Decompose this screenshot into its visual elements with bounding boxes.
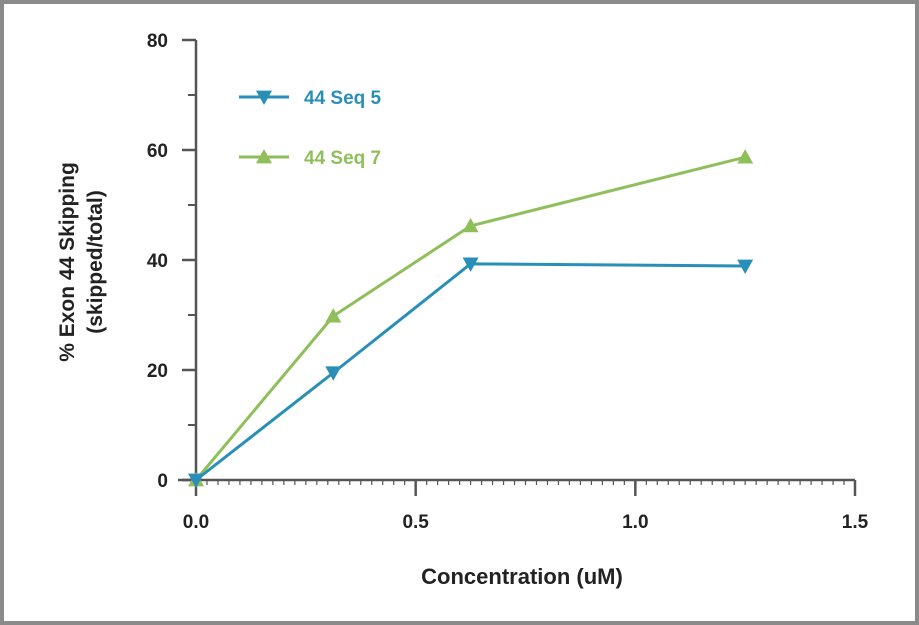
legend-label: 44 Seq 5 xyxy=(304,88,382,109)
x-tick-label: 0.5 xyxy=(402,512,429,533)
legend-label: 44 Seq 7 xyxy=(304,148,381,169)
x-axis-label: Concentration (uM) xyxy=(421,564,623,589)
x-tick-label: 1.0 xyxy=(622,512,648,533)
legend-marker xyxy=(256,149,272,164)
y-axis-label-line2: (skipped/total) xyxy=(84,190,107,334)
data-point xyxy=(462,257,479,272)
y-tick-label: 80 xyxy=(147,31,168,52)
legend-marker xyxy=(256,90,272,105)
data-point xyxy=(188,473,204,488)
x-tick-label: 1.5 xyxy=(842,512,869,533)
data-point xyxy=(325,308,342,323)
data-point xyxy=(462,217,479,233)
y-axis-label-line1: % Exon 44 Skipping xyxy=(56,162,79,362)
legend-item-1: 44 Seq 5 xyxy=(239,88,382,109)
series-line xyxy=(195,262,746,482)
series-2 xyxy=(188,149,754,487)
y-tick-label: 20 xyxy=(147,361,168,382)
line-chart: 0 20 40 60 80 0.0 0.5 1.0 1.5 44 Seq 5 44 Seq 7 C… xyxy=(56,31,869,589)
series-1 xyxy=(188,257,754,488)
x-tick-label: 0.0 xyxy=(183,512,209,533)
y-tick-label: 60 xyxy=(147,141,168,162)
data-point xyxy=(737,259,754,275)
data-point xyxy=(325,366,342,381)
series-line xyxy=(194,155,746,481)
data-point xyxy=(737,149,754,164)
y-tick-label: 0 xyxy=(157,471,168,492)
y-tick-label: 40 xyxy=(147,251,168,272)
legend-item-2: 44 Seq 7 xyxy=(239,148,381,169)
